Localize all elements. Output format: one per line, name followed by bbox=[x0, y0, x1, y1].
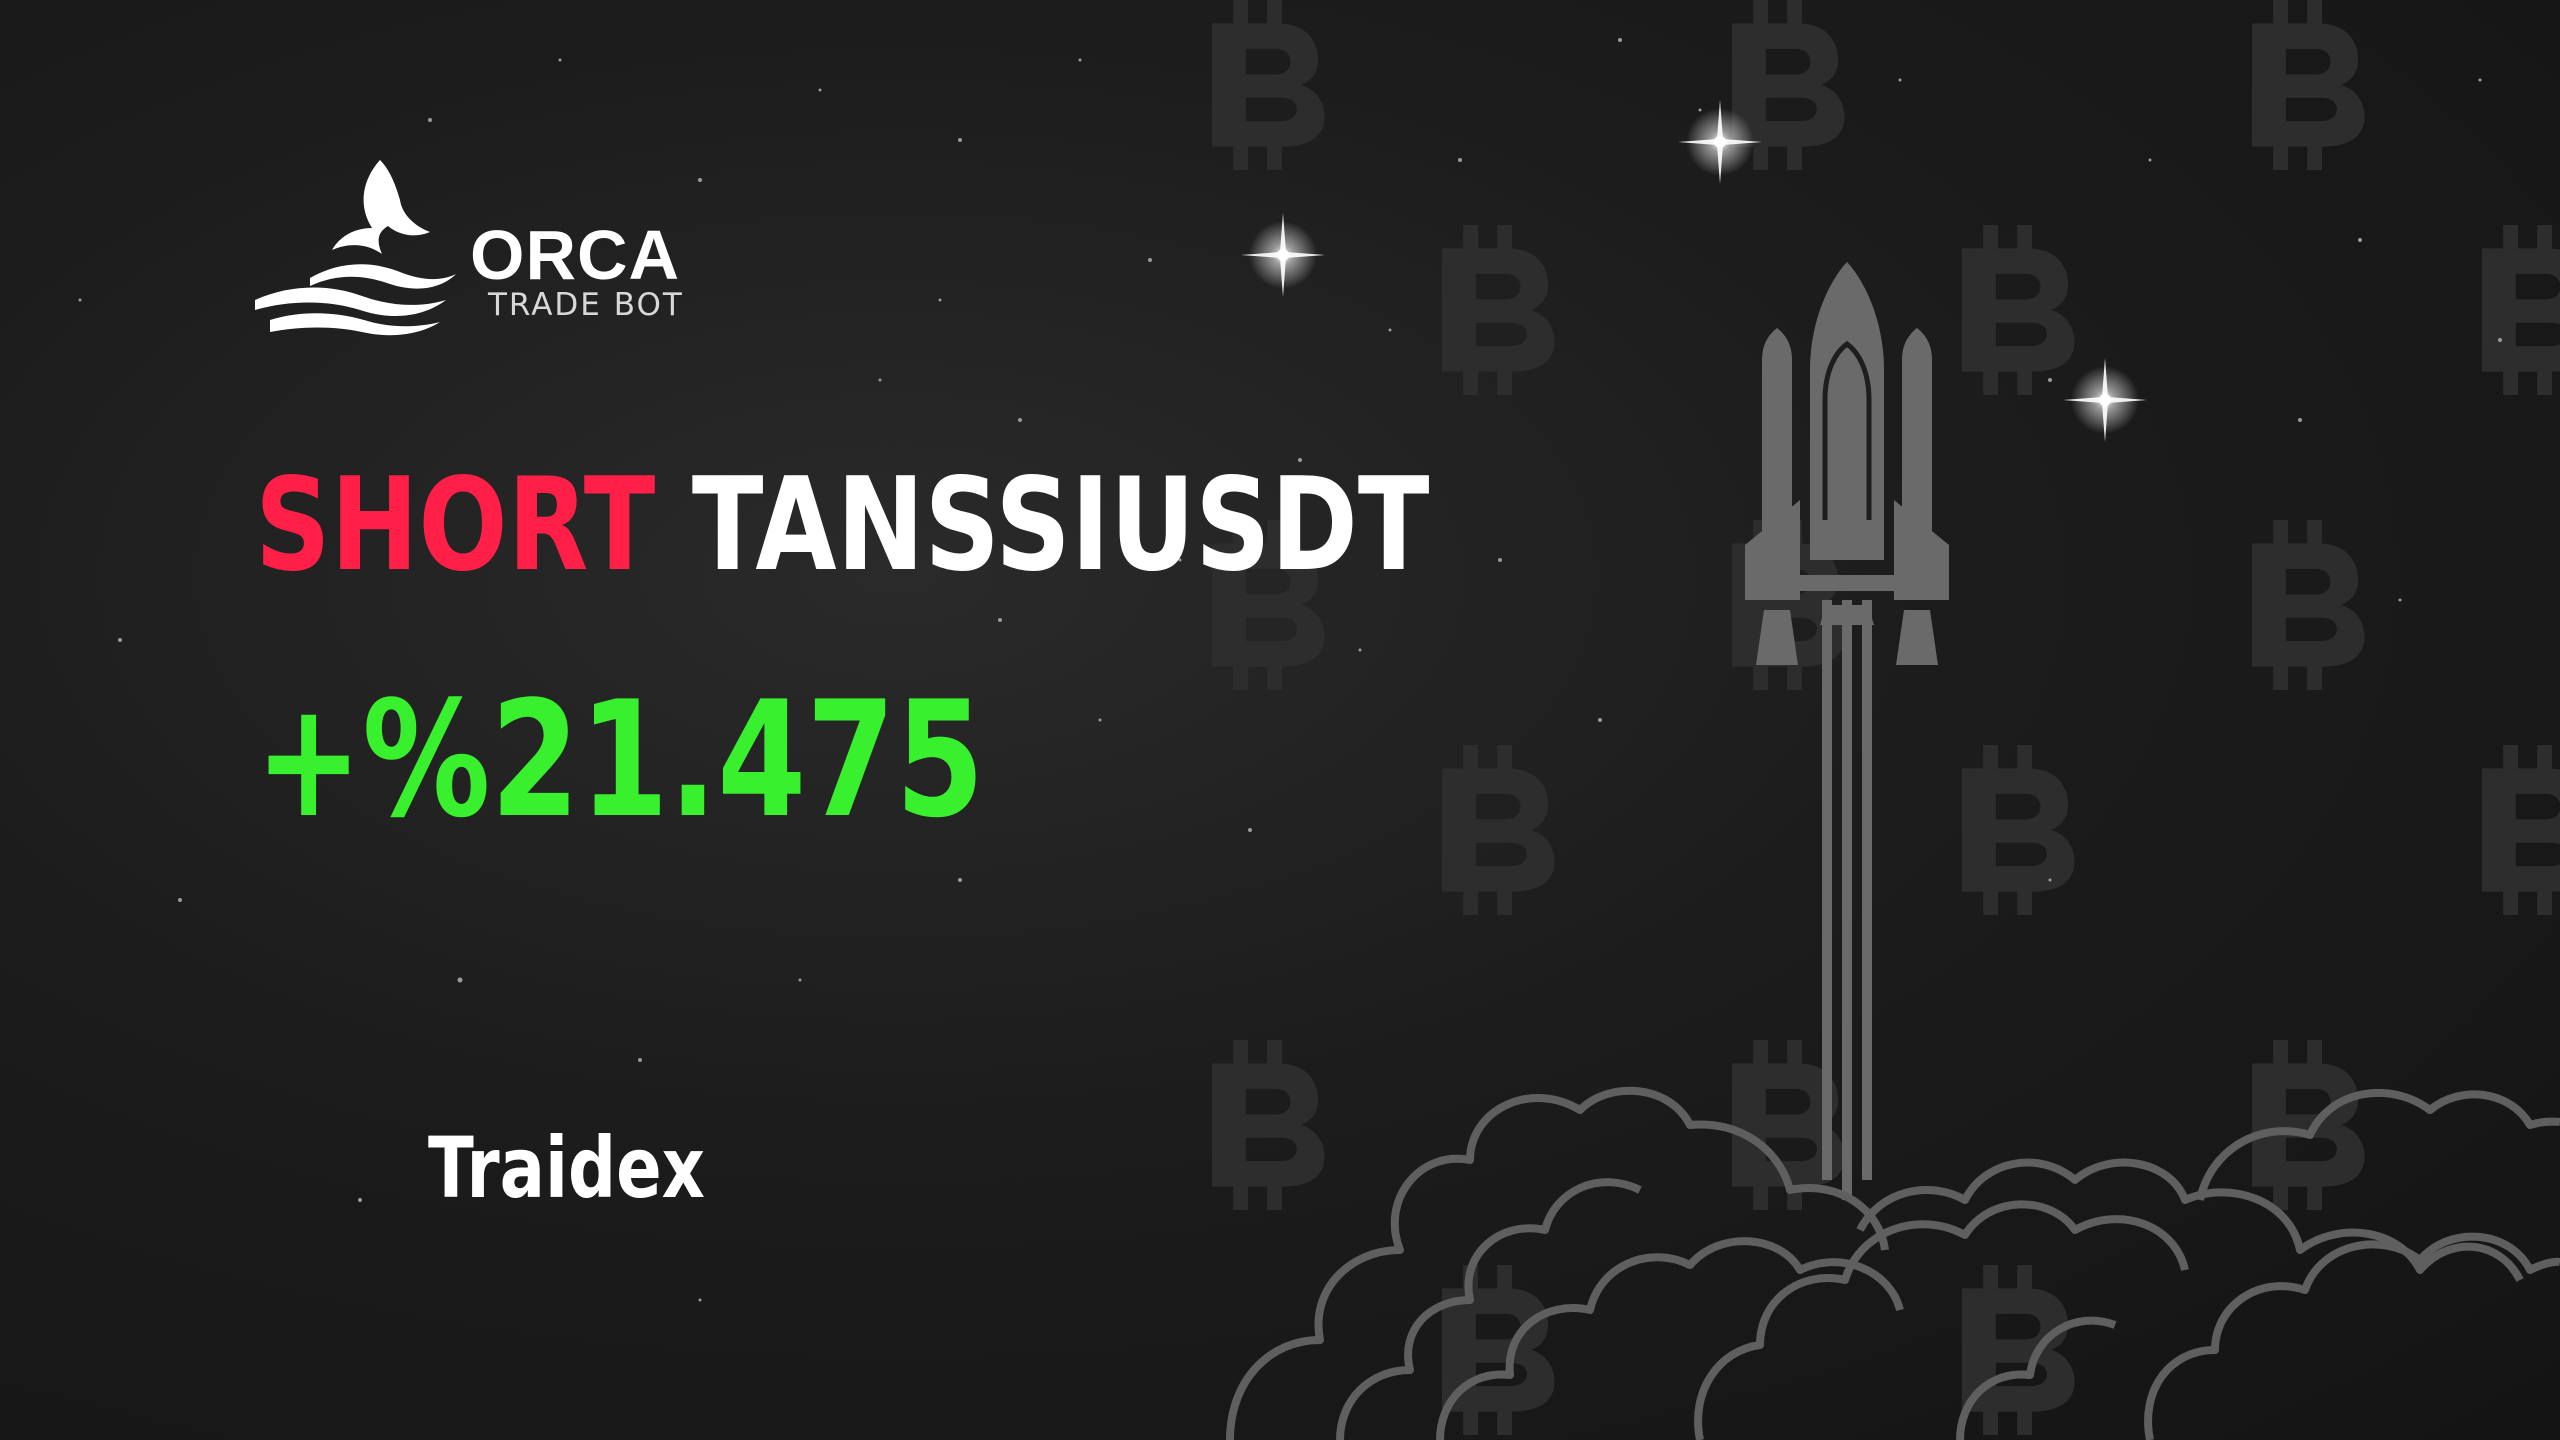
bitcoin-icon bbox=[1211, 1040, 1325, 1210]
trade-side: SHORT bbox=[255, 451, 656, 600]
brand-logo: ORCA TRADE BOT bbox=[250, 150, 700, 340]
orca-whale-logo-icon bbox=[255, 160, 456, 336]
bitcoin-icon bbox=[1441, 225, 1555, 395]
bitcoin-icon bbox=[2251, 520, 2365, 690]
brand-name: ORCA bbox=[470, 216, 681, 294]
exchange-name: Traidex bbox=[428, 1119, 706, 1217]
sparkle-star-icon bbox=[2063, 358, 2147, 442]
bitcoin-icon bbox=[2481, 745, 2560, 915]
rocket-icon bbox=[1745, 262, 1949, 1200]
bitcoin-icon bbox=[1211, 0, 1325, 170]
signal-headline: SHORT TANSSIUSDT bbox=[255, 452, 1429, 599]
smoke-cloud-icon bbox=[1226, 1086, 2560, 1440]
bitcoin-icon bbox=[1961, 745, 2075, 915]
bitcoin-pattern bbox=[1211, 0, 2560, 1435]
star-dust bbox=[78, 38, 2502, 1302]
bitcoin-icon bbox=[1441, 745, 1555, 915]
bitcoin-icon bbox=[2481, 225, 2560, 395]
bitcoin-icon bbox=[1961, 225, 2075, 395]
bitcoin-icon bbox=[2251, 0, 2365, 170]
trade-symbol: TANSSIUSDT bbox=[691, 451, 1430, 600]
brand-tagline: TRADE BOT bbox=[488, 287, 684, 323]
rocket-details bbox=[1822, 340, 1872, 520]
bitcoin-icon bbox=[1961, 1265, 2075, 1435]
sparkle-star-icon bbox=[1241, 213, 1325, 297]
bitcoin-icon bbox=[1441, 1265, 1555, 1435]
bitcoin-icon bbox=[2251, 1040, 2365, 1210]
percent-change: +%21.475 bbox=[255, 666, 985, 853]
